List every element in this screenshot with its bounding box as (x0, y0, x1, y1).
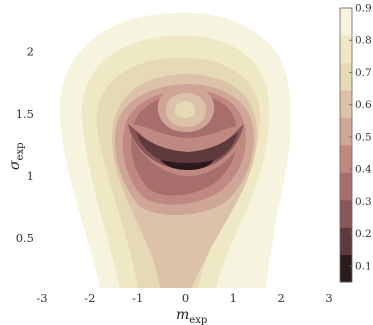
colorbar-band (340, 35, 352, 64)
contour-band-0.65-peak (175, 101, 195, 118)
y-axis-label: σexp (7, 142, 26, 170)
y-tick-label: 2 (27, 45, 34, 59)
x-axis-label: mexp (176, 307, 207, 325)
x-tick-label: -3 (36, 291, 47, 305)
colorbar-band (340, 62, 352, 91)
contour-minimum-core (160, 160, 214, 170)
colorbar-tick-label: 0.3 (355, 196, 372, 208)
colorbar-band (340, 117, 352, 146)
colorbar-band (340, 8, 352, 36)
x-tick-label: 1 (230, 291, 237, 305)
x-tick-label: -1 (132, 291, 143, 305)
colorbar-tick-label: 0.2 (355, 228, 372, 240)
colorbar-frame (339, 7, 353, 283)
colorbar-tick-label: 0.6 (355, 99, 372, 111)
colorbar-ticks: 0.1 0.2 0.3 0.4 0.5 0.6 0.7 0.8 0.9 (349, 3, 372, 272)
y-tick-labels: 0.5 1 1.5 2 (16, 45, 34, 246)
colorbar-band (340, 145, 352, 173)
y-tick-label: 1.5 (16, 107, 34, 121)
contour-band-0.05 (136, 132, 238, 166)
colorbar-band (340, 227, 352, 256)
x-axis-label-symbol: m (176, 307, 189, 323)
colorbar-band (340, 254, 352, 283)
contour-fills (59, 12, 292, 289)
colorbar-band (340, 172, 352, 201)
colorbar-tick-label: 0.5 (355, 131, 372, 143)
colorbar-tick-label: 0.7 (355, 67, 372, 79)
x-tick-label: 3 (325, 291, 332, 305)
plot-area (42, 8, 329, 289)
colorbar-tick-label: 0.8 (355, 35, 372, 47)
colorbar-band (340, 199, 352, 228)
y-tick-label: 1 (27, 169, 34, 183)
y-axis-label-subscript: exp (15, 142, 26, 160)
colorbar-bands (340, 8, 352, 283)
colorbar-tick-label: 0.9 (355, 3, 372, 15)
colorbar-tick-label: 0.4 (355, 164, 372, 176)
colorbar-tick-label: 0.1 (355, 260, 372, 272)
x-tick-label: 0 (182, 291, 189, 305)
x-tick-labels: -3 -2 -1 0 1 2 3 (36, 291, 332, 305)
colorbar-band (340, 90, 352, 119)
x-tick-label: 2 (278, 291, 285, 305)
y-tick-label: 0.5 (16, 231, 34, 245)
y-axis-label-symbol: σ (7, 160, 23, 170)
contour-band-0.35-crescent (128, 124, 246, 176)
colorbar: 0.1 0.2 0.3 0.4 0.5 0.6 0.7 0.8 0.9 (339, 3, 372, 283)
x-tick-label: -2 (84, 291, 95, 305)
x-axis-label-subscript: exp (189, 315, 207, 325)
